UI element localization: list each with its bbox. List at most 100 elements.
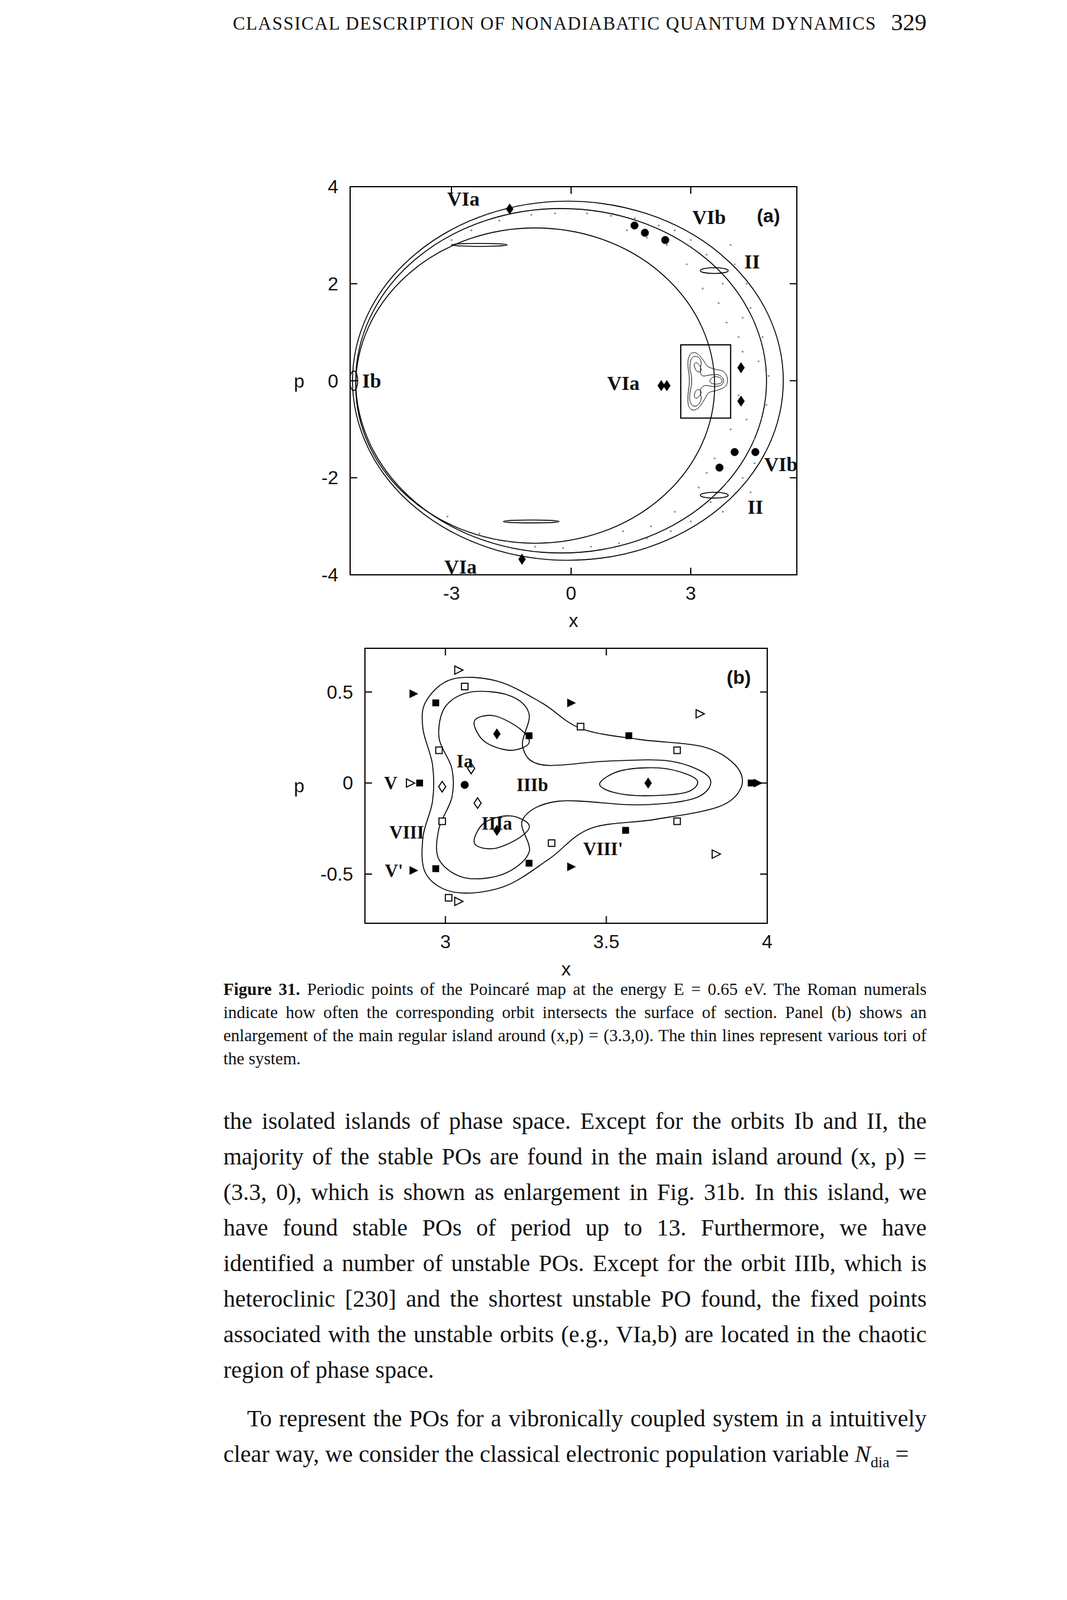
torus [709, 376, 723, 385]
chaotic-point [665, 244, 668, 246]
periodic-point [737, 361, 745, 373]
chaotic-point [590, 545, 592, 548]
chaotic-point [721, 282, 724, 285]
torus [694, 362, 702, 373]
tick-label: -3 [443, 582, 460, 604]
chaotic-point [725, 321, 728, 324]
chaotic-point [649, 525, 652, 528]
periodic-point [715, 463, 724, 472]
chaotic-point [450, 238, 453, 241]
periodic-point [432, 864, 440, 872]
tick-label: 3 [685, 582, 697, 604]
chaotic-point [446, 515, 449, 518]
series [505, 203, 745, 565]
chaotic-point [645, 537, 648, 540]
series [416, 699, 755, 873]
paragraph: the isolated islands of phase space. Exc… [223, 1103, 927, 1388]
chaotic-point [689, 520, 692, 522]
annotation: V [383, 772, 398, 794]
periodic-point [696, 709, 705, 719]
annotation: IIIa [481, 812, 513, 834]
periodic-point [548, 839, 556, 847]
chaotic-point [757, 360, 760, 362]
caption-label: Figure 31. [223, 979, 301, 999]
annotation: VIa [444, 555, 477, 578]
periodic-point [673, 747, 681, 754]
periodic-point [461, 683, 469, 690]
periodic-point [673, 817, 681, 825]
periodic-point [505, 203, 514, 215]
chaotic-point [745, 282, 748, 285]
chaotic-point [686, 263, 688, 265]
chaotic-point [657, 224, 660, 227]
chaotic-point [585, 212, 588, 214]
annotation: II [744, 250, 760, 273]
tick [364, 691, 373, 693]
torus [700, 267, 729, 274]
tick [570, 567, 572, 575]
periodic-point [641, 228, 649, 237]
torus [694, 389, 702, 399]
series [435, 683, 681, 901]
tick [350, 186, 358, 188]
chaotic-point [753, 462, 756, 464]
annotation: VIII [389, 821, 425, 843]
annotation: V' [384, 860, 403, 881]
tick-label: 0 [565, 582, 577, 604]
frame [364, 648, 768, 924]
tick [570, 186, 572, 194]
series [409, 689, 762, 875]
caption: Figure 31. Periodic points of the Poinca… [223, 977, 927, 1070]
axis-label: x [568, 609, 579, 631]
chaotic-point [729, 244, 732, 246]
chaotic-point [633, 217, 636, 220]
chaotic-point [737, 393, 740, 396]
annotation: VIb [692, 206, 727, 229]
torus [687, 352, 728, 410]
tick [766, 915, 768, 924]
tick [760, 873, 768, 875]
periodic-point [644, 777, 652, 788]
periodic-point [455, 896, 464, 906]
periodic-point [518, 553, 526, 565]
tick [789, 380, 797, 382]
periodic-point [577, 723, 584, 730]
periodic-point [730, 447, 739, 456]
tick [789, 283, 797, 285]
body-text: the isolated islands of phase space. Exc… [223, 1103, 927, 1480]
chaotic-point [741, 350, 744, 353]
figure: -303-4-2024xp(a)VIaVIbIIIbVIaVIbIIVIa33.… [0, 0, 1067, 1600]
periodic-point [737, 395, 745, 407]
chaotic-point [670, 530, 672, 533]
axis-label: p [293, 774, 305, 797]
annotation: II [747, 495, 764, 518]
tick-label: 3 [440, 930, 451, 953]
torus [355, 208, 767, 553]
chaotic-point [717, 302, 720, 304]
axis-label: x [561, 957, 572, 980]
chaotic-point [534, 545, 537, 548]
periodic-point [438, 781, 446, 793]
torus [473, 715, 530, 751]
panel: 33.54-0.500.5xp(b)IaIIIbIIIaVVIIIV'VIII' [293, 648, 773, 980]
tick [605, 648, 607, 656]
chaotic-point [478, 532, 481, 535]
series [406, 665, 721, 906]
tick [364, 873, 373, 875]
chaotic-point [530, 213, 533, 216]
chaotic-point [470, 229, 473, 232]
tick-label: -2 [321, 466, 339, 489]
paragraph-text: = [889, 1440, 909, 1467]
series [630, 221, 760, 472]
tick [364, 782, 373, 784]
panel-label: (b) [726, 666, 752, 688]
periodic-point [460, 780, 469, 789]
tick-label: 2 [327, 273, 339, 295]
tick [350, 283, 358, 285]
periodic-point [416, 779, 424, 787]
periodic-point [406, 778, 415, 787]
periodic-point [439, 817, 446, 825]
chaotic-point [506, 539, 509, 542]
periodic-point [567, 862, 576, 871]
periodic-point [473, 797, 482, 809]
